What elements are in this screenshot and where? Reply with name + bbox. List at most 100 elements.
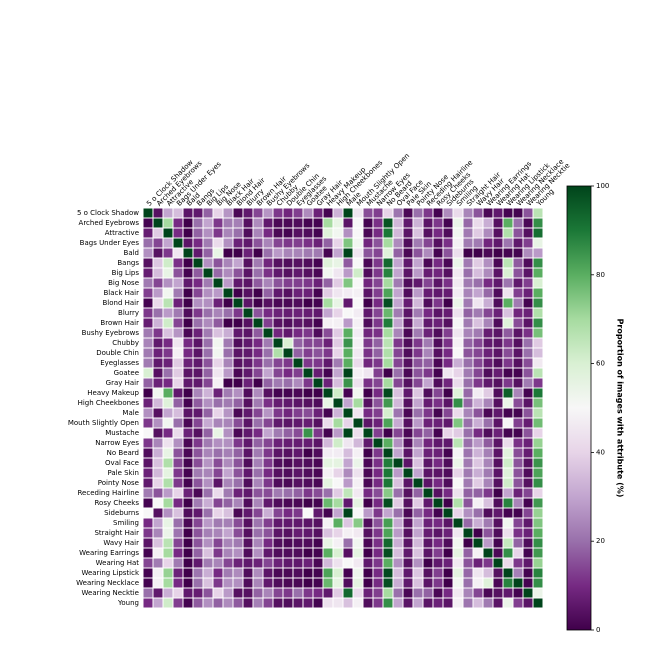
- heatmap-cell: [232, 477, 244, 489]
- heatmap-cell: [342, 247, 354, 259]
- heatmap-cell: [192, 357, 204, 369]
- heatmap-cell: [322, 247, 334, 259]
- heatmap-cell: [382, 467, 394, 479]
- heatmap-cell: [272, 417, 284, 429]
- heatmap-cell: [492, 557, 504, 569]
- heatmap-cell: [182, 207, 194, 219]
- heatmap-cell: [232, 537, 244, 549]
- heatmap-cell: [222, 357, 234, 369]
- heatmap-cell: [322, 417, 334, 429]
- heatmap-cell: [362, 397, 374, 409]
- heatmap-cell: [332, 377, 344, 389]
- heatmap-cell: [172, 207, 184, 219]
- heatmap-cell: [142, 327, 154, 339]
- heatmap-cell: [312, 207, 324, 219]
- heatmap-cell: [402, 207, 414, 219]
- heatmap-cell: [192, 347, 204, 359]
- heatmap-cell: [272, 557, 284, 569]
- heatmap-cell: [392, 557, 404, 569]
- heatmap-cell: [222, 257, 234, 269]
- heatmap-cell: [352, 207, 364, 219]
- heatmap-cell: [242, 567, 254, 579]
- heatmap-cell: [332, 557, 344, 569]
- heatmap-cell: [312, 487, 324, 499]
- heatmap-cell: [322, 557, 334, 569]
- heatmap-cell: [382, 217, 394, 229]
- heatmap-cell: [182, 587, 194, 599]
- heatmap-cell: [172, 407, 184, 419]
- heatmap-cell: [152, 587, 164, 599]
- heatmap-cell: [382, 207, 394, 219]
- heatmap-cell: [352, 347, 364, 359]
- heatmap-cell: [242, 397, 254, 409]
- heatmap-cell: [262, 267, 274, 279]
- heatmap-cell: [452, 577, 464, 589]
- heatmap-cell: [182, 557, 194, 569]
- heatmap-cell: [452, 397, 464, 409]
- heatmap-cell: [432, 527, 444, 539]
- heatmap-cell: [532, 457, 544, 469]
- heatmap-cell: [392, 507, 404, 519]
- heatmap-cell: [292, 577, 304, 589]
- heatmap-cell: [452, 267, 464, 279]
- heatmap-cell: [432, 277, 444, 289]
- heatmap-cell: [302, 297, 314, 309]
- heatmap-cell: [362, 217, 374, 229]
- heatmap-cell: [282, 257, 294, 269]
- heatmap-cell: [162, 537, 174, 549]
- heatmap-cell: [532, 227, 544, 239]
- heatmap-cell: [222, 277, 234, 289]
- heatmap-cell: [292, 527, 304, 539]
- heatmap-cell: [252, 577, 264, 589]
- heatmap-cell: [322, 357, 334, 369]
- heatmap-cell: [482, 497, 494, 509]
- heatmap-cell: [482, 457, 494, 469]
- heatmap-cell: [442, 557, 454, 569]
- heatmap-cell: [342, 297, 354, 309]
- heatmap-cell: [182, 277, 194, 289]
- heatmap-cell: [242, 537, 254, 549]
- heatmap-cell: [242, 347, 254, 359]
- heatmap-cell: [532, 357, 544, 369]
- heatmap-cell: [322, 497, 334, 509]
- heatmap-cell: [392, 317, 404, 329]
- heatmap-cell: [302, 307, 314, 319]
- heatmap-cell: [232, 377, 244, 389]
- heatmap-cell: [272, 387, 284, 399]
- heatmap-cell: [512, 407, 524, 419]
- heatmap-cell: [252, 557, 264, 569]
- heatmap-cell: [142, 227, 154, 239]
- heatmap-cell: [502, 417, 514, 429]
- heatmap-cell: [442, 427, 454, 439]
- heatmap-cell: [442, 597, 454, 609]
- heatmap-cell: [312, 297, 324, 309]
- heatmap-cell: [452, 337, 464, 349]
- heatmap-cell: [212, 497, 224, 509]
- heatmap-cell: [282, 587, 294, 599]
- heatmap-cell: [522, 487, 534, 499]
- heatmap-cell: [262, 597, 274, 609]
- heatmap-cell: [482, 207, 494, 219]
- heatmap-cell: [342, 257, 354, 269]
- heatmap-cell: [442, 587, 454, 599]
- heatmap-cell: [152, 487, 164, 499]
- heatmap-cell: [392, 457, 404, 469]
- heatmap-cell: [432, 537, 444, 549]
- heatmap-cell: [352, 587, 364, 599]
- heatmap-cell: [372, 457, 384, 469]
- heatmap-cell: [312, 407, 324, 419]
- heatmap-cell: [262, 287, 274, 299]
- heatmap-cell: [262, 467, 274, 479]
- heatmap-cell: [502, 217, 514, 229]
- heatmap-cell: [452, 357, 464, 369]
- heatmap-cell: [412, 567, 424, 579]
- heatmap-cell: [352, 457, 364, 469]
- heatmap-cell: [412, 427, 424, 439]
- heatmap-cell: [522, 557, 534, 569]
- heatmap-cell: [262, 377, 274, 389]
- heatmap-cell: [522, 367, 534, 379]
- heatmap-cell: [302, 407, 314, 419]
- heatmap-cell: [152, 507, 164, 519]
- heatmap-cell: [172, 587, 184, 599]
- heatmap-cell: [332, 417, 344, 429]
